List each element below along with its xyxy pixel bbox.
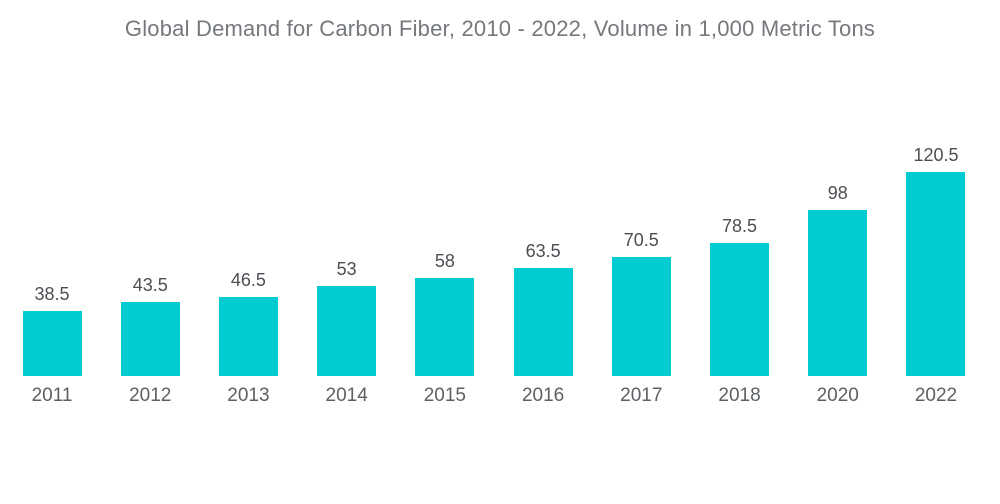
bar [906,172,966,376]
x-axis-label: 2016 [521,385,565,406]
x-axis-label: 2011 [31,385,73,406]
bar-column: 98 2020 [789,183,887,406]
chart-title: Global Demand for Carbon Fiber, 2010 - 2… [124,16,876,41]
bar [808,210,868,376]
x-axis-label: 2022 [914,385,958,406]
bar [611,257,671,376]
x-axis-label: 2014 [325,385,368,406]
bar-column: 70.5 2017 [592,230,690,406]
x-axis-label: 2020 [816,385,859,406]
bar [120,302,180,376]
bar-value-label: 63.5 [525,241,561,261]
bar [218,297,278,376]
bar-value-label: 53 [336,259,357,279]
bar-value-label: 70.5 [623,230,659,250]
bar-column: 43.5 2012 [101,275,199,406]
bar [22,311,82,376]
bar-value-label: 98 [827,183,848,203]
x-axis-label: 2012 [129,385,172,406]
bar-value-label: 78.5 [722,216,758,236]
bar-value-label: 58 [434,251,455,271]
bar [710,243,770,376]
bar-column: 120.5 2022 [887,145,985,406]
bar-value-label: 120.5 [913,145,959,165]
bar-column: 53 2014 [298,259,396,406]
bar-column: 63.5 2016 [494,241,592,406]
bar [415,278,475,376]
bar-column: 46.5 2013 [199,270,297,406]
x-axis-label: 2018 [718,385,761,406]
bar-column: 38.5 2011 [3,284,101,406]
bar-value-label: 46.5 [230,270,266,290]
bar-value-label: 43.5 [132,275,168,295]
bar-chart-plot-area: 38.5 2011 43.5 2012 46.5 2013 53 2014 58 2015 63.5… [3,145,985,406]
x-axis-label: 2013 [227,385,270,406]
x-axis-label: 2015 [423,385,467,406]
bar [513,268,573,376]
bar [317,286,377,376]
bar-column: 78.5 2018 [691,216,789,406]
bar-value-label: 38.5 [34,284,70,304]
x-axis-label: 2017 [620,385,663,406]
bar-column: 58 2015 [396,251,494,406]
